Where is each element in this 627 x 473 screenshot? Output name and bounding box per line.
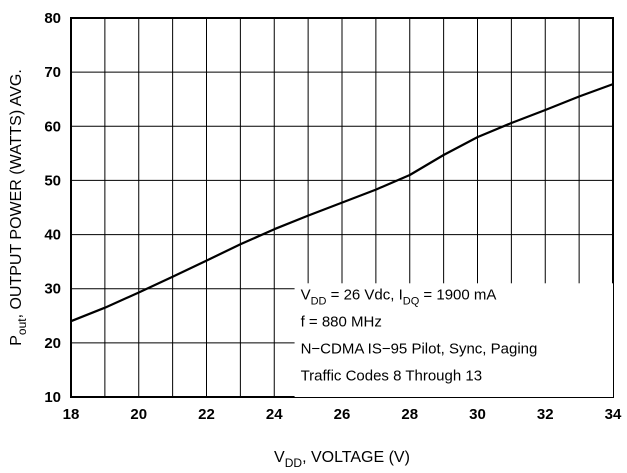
annotation-line-4: Traffic Codes 8 Through 13 <box>301 367 483 384</box>
y-tick-label: 50 <box>44 172 61 189</box>
x-tick-label: 34 <box>605 406 622 423</box>
y-tick-label: 70 <box>44 64 61 81</box>
y-tick-label: 30 <box>44 281 61 298</box>
x-tick-label: 18 <box>63 406 80 423</box>
annotation-line-2: f = 880 MHz <box>301 313 382 330</box>
y-tick-label: 80 <box>44 10 61 27</box>
y-tick-labels: 10 20 30 40 50 60 70 80 <box>44 10 61 406</box>
series-layer <box>70 83 614 323</box>
annotation-box: VDD = 26 Vdc, IDQ = 1900 mA f = 880 MHz … <box>294 283 613 397</box>
x-tick-label: 30 <box>469 406 486 423</box>
x-tick-label: 26 <box>334 406 351 423</box>
x-axis-label: VDD, VOLTAGE (V) <box>274 449 410 470</box>
x-tick-label: 20 <box>130 406 147 423</box>
x-tick-label: 32 <box>537 406 554 423</box>
y-axis-label: Pout, OUTPUT POWER (WATTS) AVG. <box>8 69 29 346</box>
annotation-line-3: N−CDMA IS−95 Pilot, Sync, Paging <box>301 340 538 357</box>
y-tick-label: 20 <box>44 335 61 352</box>
x-tick-label: 24 <box>266 406 283 423</box>
x-tick-labels: 18 20 22 24 26 28 30 32 34 <box>63 406 622 423</box>
y-tick-label: 10 <box>44 389 61 406</box>
x-tick-label: 28 <box>401 406 418 423</box>
x-tick-label: 22 <box>198 406 215 423</box>
series-line-0 <box>70 83 614 323</box>
y-tick-label: 40 <box>44 227 61 244</box>
annotation-line-1: VDD = 26 Vdc, IDQ = 1900 mA <box>301 286 497 307</box>
y-tick-label: 60 <box>44 118 61 135</box>
